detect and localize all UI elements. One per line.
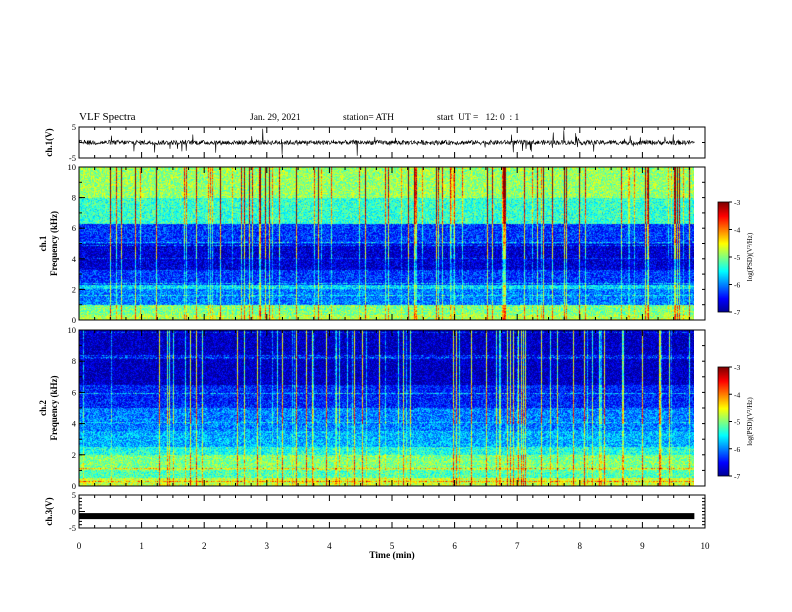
ch3-waveform-line: [79, 513, 695, 520]
ch1-colorbar-label: log(PSD)(V²/Hz): [746, 232, 754, 281]
ch1w-ytick-label: -5: [69, 153, 76, 163]
ch1-waveform-ylabel: ch.1(V): [44, 128, 54, 156]
ch2-spectrogram-ylabel-line2: Frequency (kHz): [49, 375, 59, 440]
ch1s-ytick-label: 10: [68, 162, 77, 172]
ch1s-ytick-label: 8: [72, 193, 76, 203]
ch2s-ytick-label: 0: [72, 481, 76, 491]
x-tick-label: 5: [390, 541, 395, 551]
x-tick-label: 4: [327, 541, 332, 551]
chart-title: VLF Spectra: [79, 111, 136, 123]
x-tick-label: 9: [640, 541, 645, 551]
ch2-colorbar-tick-label: -7: [734, 472, 740, 481]
ch2-colorbar-tick-label: -3: [734, 363, 740, 372]
ch3-waveform-ylabel: ch.3(V): [44, 497, 54, 525]
ch1s-ytick-label: 2: [72, 284, 76, 294]
axes: [78, 126, 732, 529]
ch2-spectrogram-ylabel-line1: ch.2: [38, 400, 48, 416]
ch1-waveform-line: [78, 128, 695, 156]
ch2s-ytick-label: 2: [72, 450, 76, 460]
start-time-label: start UT = 12: 0 : 1: [437, 113, 520, 123]
ch3w-ytick-label: 0: [72, 507, 76, 517]
x-tick-label: 7: [515, 541, 520, 551]
ch1-spectrogram-image: [79, 167, 694, 320]
ch1-spectrogram-ylabel-line2: Frequency (kHz): [49, 211, 59, 276]
ch1-colorbar-tick-label: -5: [734, 253, 740, 262]
ch2s-ytick-label: 10: [68, 325, 77, 335]
waveform-lines: [78, 128, 695, 520]
ch2-colorbar-label: log(PSD)(V²/Hz): [746, 397, 754, 446]
ch1-spectrogram-ylabel-line1: ch.1: [38, 235, 48, 251]
date-label: Jan. 29, 2021: [250, 113, 301, 123]
x-tick-label: 6: [452, 541, 457, 551]
ch3w-ytick-label: -5: [69, 523, 76, 533]
ch1s-ytick-label: 4: [72, 254, 77, 264]
ch1s-ytick-label: 0: [72, 315, 76, 325]
x-tick-label: 3: [265, 541, 270, 551]
ch2-colorbar-tick-label: -4: [734, 390, 740, 399]
x-tick-label: 2: [202, 541, 207, 551]
ch2s-ytick-label: 6: [72, 387, 76, 397]
ch2s-ytick-label: 8: [72, 356, 76, 366]
spectrogram-images: [79, 167, 729, 486]
ch2s-ytick-label: 4: [72, 419, 77, 429]
ch1-colorbar-gradient: [718, 202, 729, 312]
x-tick-label: 1: [139, 541, 144, 551]
x-tick-label: 0: [77, 541, 82, 551]
x-tick-label: 10: [701, 541, 711, 551]
ch1-colorbar-tick-label: -4: [734, 226, 740, 235]
x-axis-label: Time (min): [369, 550, 414, 561]
ch1s-ytick-label: 6: [72, 223, 76, 233]
ch1-colorbar-tick-label: -6: [734, 281, 740, 290]
ch1-colorbar-tick-label: -7: [734, 308, 740, 317]
ch2-colorbar-tick-label: -5: [734, 418, 740, 427]
ch3w-ytick-label: 5: [72, 490, 76, 500]
ch2-colorbar-gradient: [718, 367, 729, 476]
ch2-colorbar-tick-label: -6: [734, 445, 740, 454]
station-label: station= ATH: [343, 113, 395, 123]
ch1w-ytick-label: 5: [72, 122, 76, 132]
x-tick-label: 8: [578, 541, 583, 551]
ch1-colorbar-tick-label: -3: [734, 198, 740, 207]
ch2-spectrogram-image: [79, 330, 694, 486]
